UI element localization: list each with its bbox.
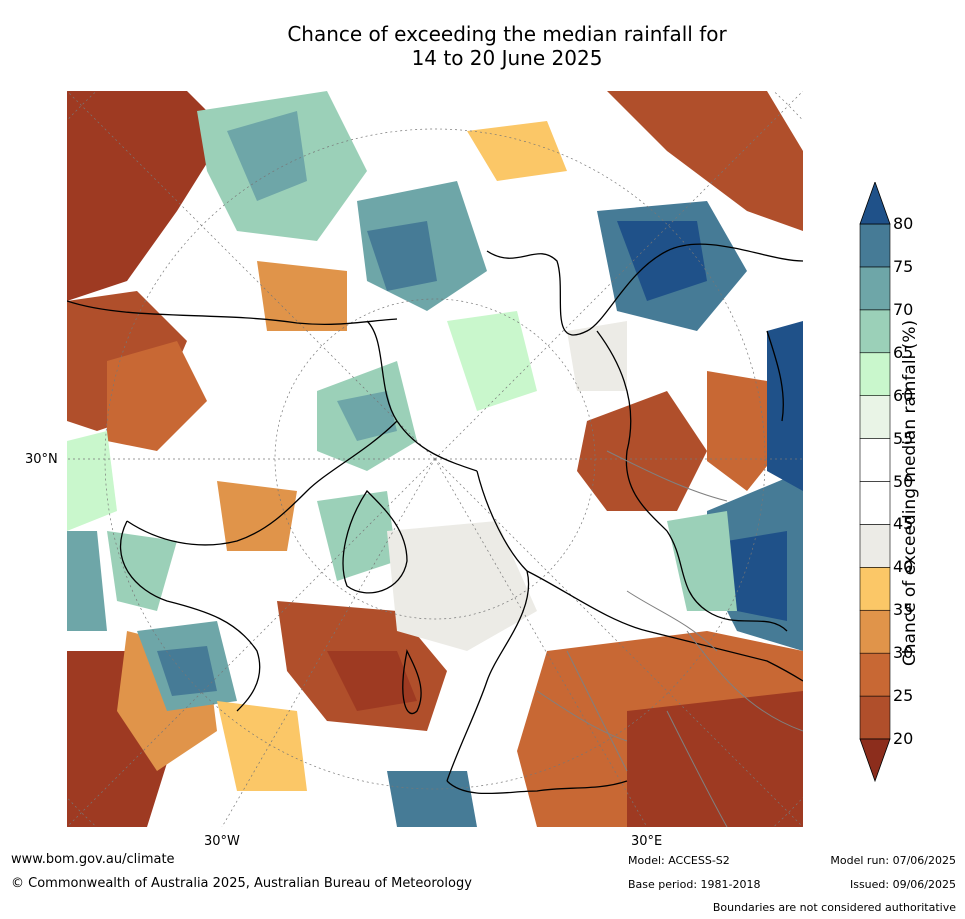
wet-region-north-pacific-core xyxy=(227,111,307,201)
dry-region-west-inner xyxy=(107,341,207,451)
dry-region-mid-atlantic xyxy=(217,701,307,791)
colorbar-tick-label: 30 xyxy=(893,643,914,663)
colorbar-segment xyxy=(859,266,891,311)
dry-region-canada xyxy=(217,481,297,551)
dry-region-northwest xyxy=(67,91,227,301)
wet-region-arctic-canada-core xyxy=(337,391,397,441)
wet-region-japan xyxy=(767,321,803,491)
label-30W: 30°W xyxy=(204,834,240,849)
colorbar-tick-label: 25 xyxy=(893,686,914,706)
wet-region-far-west-core xyxy=(67,531,107,631)
wet-region-arctic-ocean xyxy=(447,311,537,411)
colorbar-segment xyxy=(859,438,891,482)
footer-disclaimer: Boundaries are not considered authoritat… xyxy=(712,901,956,914)
colorbar-segment xyxy=(859,652,891,697)
wet-region-china-core xyxy=(727,531,787,621)
neutral-region-siberia-north xyxy=(567,321,627,391)
colorbar-segments xyxy=(859,223,891,740)
colorbar-tick-label: 35 xyxy=(893,600,914,620)
colorbar-segment xyxy=(859,223,891,268)
polar-map xyxy=(67,91,803,827)
footer-model-run: Model run: 07/06/2025 xyxy=(830,854,956,867)
colorbar-segment xyxy=(859,695,891,740)
wet-region-iberia-sea xyxy=(387,771,477,827)
colorbar-segment xyxy=(859,524,891,568)
footer-model: Model: ACCESS-S2 xyxy=(628,854,730,867)
colorbar-tick-label: 75 xyxy=(893,256,914,276)
colorbar-tick-label: 55 xyxy=(893,428,914,448)
label-30E: 30°E xyxy=(631,834,663,849)
wet-region-alaska-sea-core xyxy=(367,221,437,291)
colorbar-under-arrow xyxy=(859,738,891,782)
wet-region-atlantic-west xyxy=(107,531,177,611)
rainfall-field xyxy=(67,91,803,827)
colorbar-tick-label: 45 xyxy=(893,514,914,534)
colorbar-tick-label: 20 xyxy=(893,729,914,748)
map-panel[interactable] xyxy=(67,91,803,827)
colorbar-segment xyxy=(859,481,891,525)
dry-region-bering xyxy=(467,121,567,181)
wet-region-greenland xyxy=(317,491,397,581)
colorbar-tick-label: 80 xyxy=(893,214,914,233)
title-line-1: Chance of exceeding the median rainfall … xyxy=(287,22,727,46)
wet-region-far-west xyxy=(67,431,117,531)
colorbar-segment xyxy=(859,609,891,654)
chart-title: Chance of exceeding the median rainfall … xyxy=(0,22,965,70)
colorbar xyxy=(859,182,891,782)
footer-base-period: Base period: 1981-2018 xyxy=(628,878,761,891)
colorbar-tick-label: 50 xyxy=(893,471,914,491)
colorbar-tick-label: 70 xyxy=(893,299,914,319)
colorbar-tick-label: 65 xyxy=(893,342,914,362)
dry-region-siberia xyxy=(577,391,707,511)
dry-region-alaska xyxy=(257,261,347,331)
coastlines xyxy=(67,243,803,795)
colorbar-title: Chance of exceeding median rainfall (%) xyxy=(900,319,920,667)
wet-region-central-asia xyxy=(667,511,737,611)
colorbar-segment xyxy=(859,567,891,611)
wet-region-east-siberia-core xyxy=(617,221,707,301)
colorbar-segment xyxy=(859,352,891,396)
dry-region-pacific xyxy=(607,91,803,231)
wet-region-atlantic-core xyxy=(157,646,217,696)
country-borders xyxy=(536,450,803,827)
dry-region-middle-east xyxy=(627,691,803,827)
colorbar-over-arrow xyxy=(859,182,891,225)
colorbar-segment xyxy=(859,395,891,439)
colorbar-tick-label: 60 xyxy=(893,385,914,405)
footer-copyright: © Commonwealth of Australia 2025, Austra… xyxy=(11,876,472,891)
footer-url[interactable]: www.bom.gov.au/climate xyxy=(11,852,175,867)
label-30N: 30°N xyxy=(25,452,58,467)
dry-region-north-atlantic-core xyxy=(327,651,417,711)
colorbar-segment xyxy=(859,309,891,354)
graticule xyxy=(67,91,803,827)
colorbar-tick-label: 40 xyxy=(893,557,914,577)
title-line-2: 14 to 20 June 2025 xyxy=(411,46,603,70)
footer-issued: Issued: 09/06/2025 xyxy=(849,878,956,891)
